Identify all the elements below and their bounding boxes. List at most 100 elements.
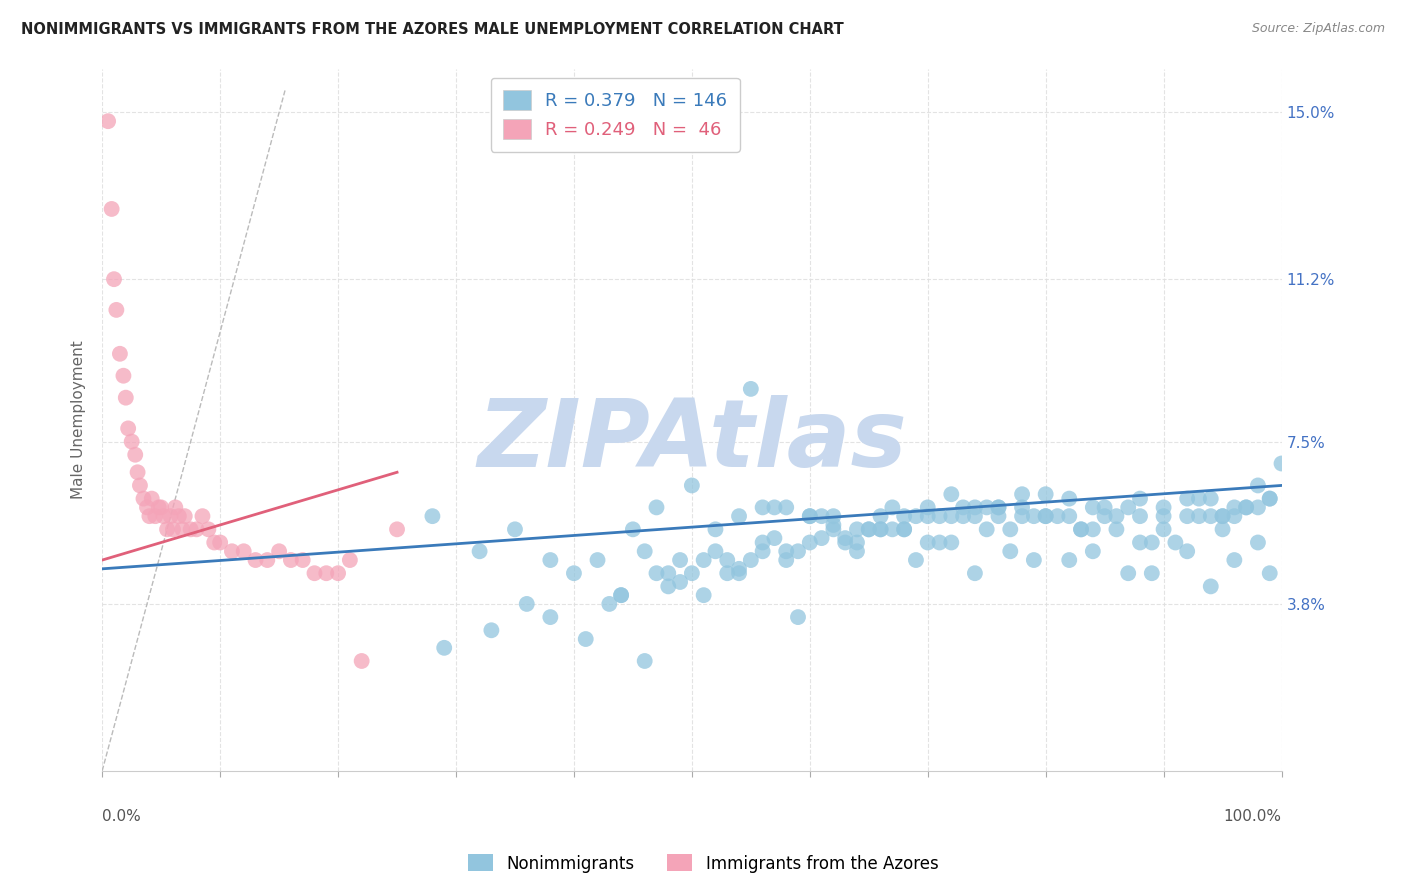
Point: [787, 610, 810, 624]
Point: [1070, 522, 1092, 536]
Point: [716, 553, 738, 567]
Point: [740, 553, 762, 567]
Point: [963, 509, 986, 524]
Point: [692, 553, 714, 567]
Point: [775, 500, 797, 515]
Point: [575, 632, 598, 646]
Point: [1153, 522, 1175, 536]
Point: [138, 509, 160, 524]
Point: [103, 272, 125, 286]
Point: [645, 500, 668, 515]
Point: [232, 544, 254, 558]
Point: [538, 553, 561, 567]
Text: 0.0%: 0.0%: [103, 809, 141, 824]
Point: [823, 522, 845, 536]
Point: [503, 522, 526, 536]
Point: [108, 347, 131, 361]
Point: [385, 522, 408, 536]
Point: [1057, 553, 1080, 567]
Point: [105, 302, 128, 317]
Point: [610, 588, 633, 602]
Point: [114, 391, 136, 405]
Point: [1258, 566, 1281, 581]
Point: [834, 535, 856, 549]
Point: [350, 654, 373, 668]
Point: [799, 535, 821, 549]
Point: [1175, 491, 1198, 506]
Point: [538, 610, 561, 624]
Point: [304, 566, 326, 581]
Point: [1081, 544, 1104, 558]
Point: [1129, 509, 1152, 524]
Point: [728, 566, 751, 581]
Point: [692, 588, 714, 602]
Point: [209, 535, 232, 549]
Point: [669, 574, 692, 589]
Point: [893, 522, 915, 536]
Point: [846, 544, 869, 558]
Point: [165, 500, 187, 515]
Point: [152, 509, 174, 524]
Point: [269, 544, 291, 558]
Point: [669, 553, 692, 567]
Point: [823, 509, 845, 524]
Point: [186, 522, 208, 536]
Point: [704, 544, 727, 558]
Text: ZIPAtlas: ZIPAtlas: [477, 394, 907, 487]
Point: [917, 509, 939, 524]
Point: [1223, 509, 1246, 524]
Point: [1258, 491, 1281, 506]
Point: [657, 566, 679, 581]
Point: [1212, 509, 1234, 524]
Point: [197, 522, 219, 536]
Point: [904, 553, 927, 567]
Point: [468, 544, 491, 558]
Point: [728, 509, 751, 524]
Point: [1116, 500, 1139, 515]
Legend: R = 0.379   N = 146, R = 0.249   N =  46: R = 0.379 N = 146, R = 0.249 N = 46: [491, 78, 740, 152]
Point: [422, 509, 444, 524]
Point: [1129, 491, 1152, 506]
Point: [987, 500, 1010, 515]
Point: [433, 640, 456, 655]
Point: [598, 597, 620, 611]
Point: [1011, 509, 1033, 524]
Point: [141, 491, 163, 506]
Point: [1116, 566, 1139, 581]
Point: [621, 522, 644, 536]
Point: [172, 522, 194, 536]
Point: [976, 522, 998, 536]
Point: [1199, 491, 1222, 506]
Point: [976, 500, 998, 515]
Point: [1105, 509, 1128, 524]
Point: [751, 535, 773, 549]
Point: [1175, 509, 1198, 524]
Point: [858, 522, 880, 536]
Point: [1094, 500, 1116, 515]
Point: [180, 522, 202, 536]
Point: [191, 509, 214, 524]
Point: [1247, 478, 1270, 492]
Point: [326, 566, 349, 581]
Point: [1140, 535, 1163, 549]
Point: [132, 491, 155, 506]
Point: [117, 421, 139, 435]
Point: [799, 509, 821, 524]
Point: [657, 579, 679, 593]
Point: [763, 531, 786, 545]
Point: [127, 465, 149, 479]
Point: [1081, 522, 1104, 536]
Point: [1011, 500, 1033, 515]
Point: [124, 448, 146, 462]
Point: [586, 553, 609, 567]
Point: [97, 114, 120, 128]
Point: [162, 522, 184, 536]
Point: [1000, 522, 1022, 536]
Y-axis label: Male Unemployment: Male Unemployment: [72, 340, 86, 499]
Point: [904, 509, 927, 524]
Point: [952, 509, 974, 524]
Point: [987, 500, 1010, 515]
Point: [1175, 544, 1198, 558]
Point: [858, 522, 880, 536]
Point: [787, 544, 810, 558]
